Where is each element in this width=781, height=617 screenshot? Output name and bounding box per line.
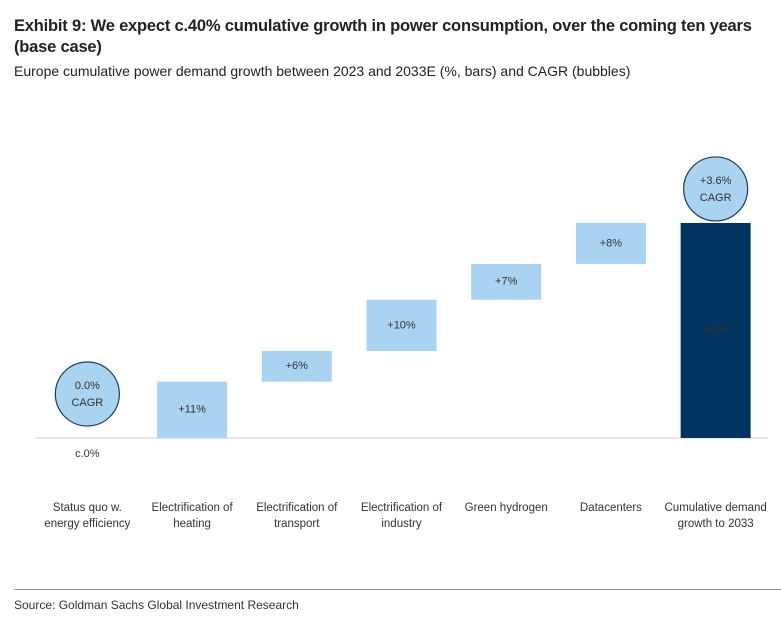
- bar: [471, 263, 542, 300]
- value-label: +11%: [178, 404, 206, 416]
- cagr-bubble: [683, 156, 749, 222]
- divider: [14, 589, 781, 590]
- bubble-label: CAGR: [700, 192, 732, 204]
- value-label: +10%: [387, 319, 416, 331]
- x-tick-label: Datacenters: [579, 502, 642, 514]
- chart-title: Exhibit 9: We expect c.40% cumulative gr…: [14, 17, 752, 56]
- bubble-value-label: 0.0%: [75, 380, 100, 392]
- x-tick-label: Electrification of industry: [360, 502, 443, 530]
- chart-subtitle: Europe cumulative power demand growth be…: [14, 63, 631, 79]
- value-label: c.0%: [75, 448, 100, 460]
- bar: [157, 381, 228, 438]
- bar: [366, 299, 437, 351]
- value-label: +42%: [701, 324, 730, 336]
- value-label: +8%: [600, 237, 623, 249]
- bar: [680, 222, 751, 438]
- value-label: +6%: [286, 360, 309, 372]
- x-tick-label: Status quo w. energy efficiency: [44, 502, 131, 530]
- x-tick-label: Cumulative demand growth to 2033: [664, 502, 767, 530]
- bar: [575, 222, 646, 264]
- bubble-label: CAGR: [71, 397, 103, 409]
- value-label: +7%: [495, 276, 518, 288]
- cagr-bubble: [54, 361, 120, 427]
- x-tick-label: Green hydrogen: [464, 502, 548, 514]
- source: Source: Goldman Sachs Global Investment …: [14, 598, 299, 612]
- x-tick-label: Electrification of heating: [151, 502, 233, 530]
- bar: [261, 350, 332, 382]
- x-tick-label: Electrification of transport: [256, 502, 338, 530]
- bubble-value-label: +3.6%: [700, 175, 732, 187]
